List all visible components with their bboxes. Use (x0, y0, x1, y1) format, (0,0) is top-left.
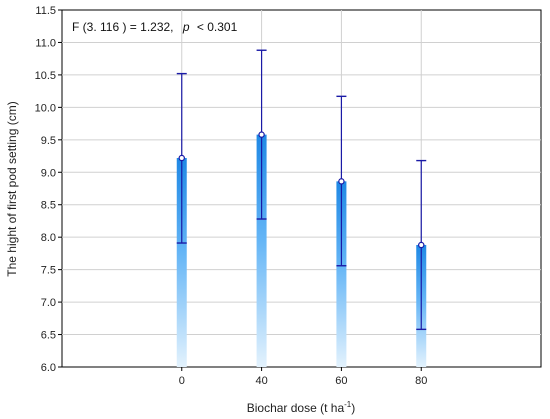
annotation-p-value: < 0.301 (197, 20, 238, 34)
y-tick-label: 6.0 (41, 362, 56, 374)
y-axis-title: The hight of first pod setting (cm) (5, 101, 19, 276)
y-tick-label: 9.0 (41, 167, 56, 179)
mean-point-60 (338, 178, 345, 185)
y-tick-label: 9.5 (41, 135, 56, 147)
mean-point-80 (418, 241, 425, 249)
y-tick-label: 8.5 (41, 200, 56, 212)
bar-0 (176, 157, 187, 367)
y-tick-label: 10.0 (35, 102, 56, 114)
annotation-p-label: p (182, 20, 190, 34)
y-tick-label: 11.5 (35, 5, 56, 17)
y-tick-label: 7.5 (41, 265, 56, 277)
mean-point-0 (178, 154, 185, 162)
error-bars (176, 49, 427, 331)
y-tick-label: 6.5 (41, 330, 56, 342)
annotation-prefix: F (3. 116 ) = 1.232, (72, 20, 174, 34)
x-tick-label: 80 (415, 375, 427, 387)
x-axis-ticks: 0 40 60 80 (179, 367, 427, 387)
y-axis-ticks: 6.0 6.5 7.0 7.5 8.0 8.5 9.0 9.5 10.0 10.5 11.0 11.5 (35, 5, 62, 374)
x-tick-label: 0 (179, 375, 185, 387)
x-axis-title-suffix: ) (351, 401, 355, 415)
x-tick-label: 60 (335, 375, 347, 387)
mean-point-40 (258, 131, 265, 138)
y-tick-label: 10.5 (35, 70, 56, 82)
y-tick-label: 7.0 (41, 297, 56, 309)
bar-60 (336, 181, 347, 367)
x-axis-title: Biochar dose (t ha-1) (247, 400, 356, 415)
y-tick-label: 11.0 (35, 37, 56, 49)
x-axis-title-main: Biochar dose (t ha (247, 401, 345, 415)
bar-40 (256, 134, 267, 367)
plot-frame (61, 9, 542, 368)
annotation: F (3. 116 ) = 1.232, p < 0.301 (72, 20, 238, 34)
x-axis-title-sup: -1 (344, 400, 352, 409)
y-tick-label: 8.0 (41, 232, 56, 244)
x-tick-label: 40 (255, 375, 267, 387)
